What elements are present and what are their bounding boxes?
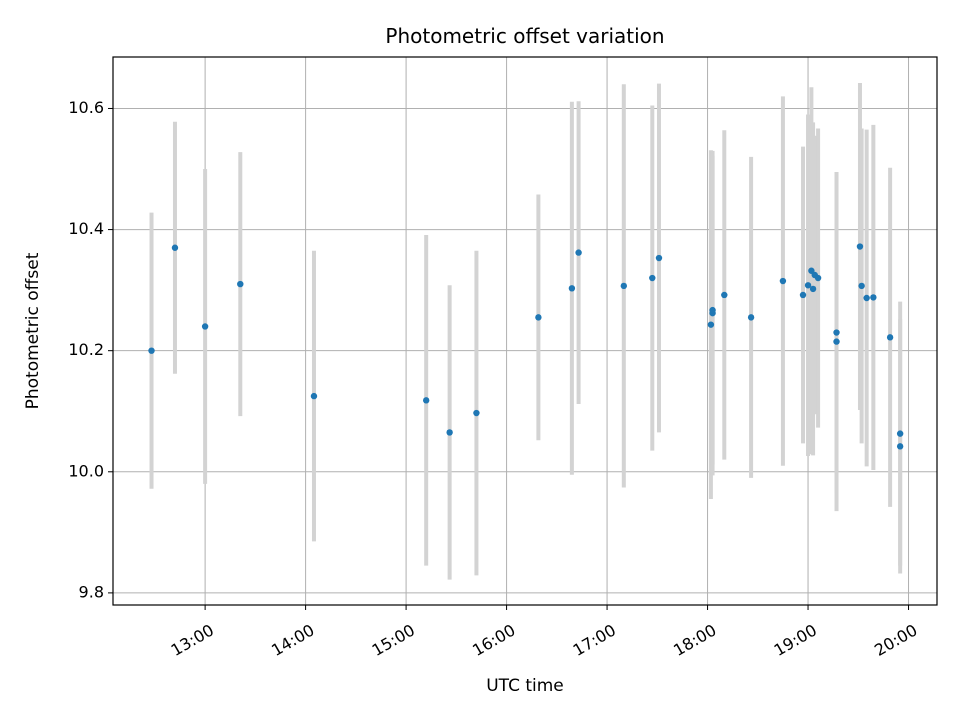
- y-tick-label: 10.4: [68, 219, 104, 238]
- data-point: [886, 334, 894, 341]
- y-tick-label: 9.8: [79, 582, 104, 601]
- data-point: [804, 282, 812, 289]
- data-point: [799, 291, 807, 299]
- data-point: [833, 338, 840, 345]
- data-point: [870, 294, 877, 301]
- y-axis-label: Photometric offset: [23, 252, 43, 409]
- data-point: [655, 254, 663, 262]
- y-tick-label: 10.0: [68, 461, 104, 480]
- x-axis-label: UTC time: [486, 676, 564, 696]
- y-tick-label: 10.2: [68, 340, 104, 359]
- data-point: [896, 443, 904, 450]
- data-point: [575, 249, 582, 256]
- data-point: [721, 291, 728, 299]
- data-point: [237, 280, 244, 288]
- data-point: [833, 329, 840, 336]
- data-point: [422, 397, 430, 404]
- y-tick-label: 10.6: [68, 98, 104, 117]
- y-axis: 9.8 10.0 10.2 10.4 10.6: [68, 98, 113, 601]
- data-point: [863, 294, 870, 302]
- data-point: [707, 321, 715, 328]
- data-point: [171, 244, 179, 251]
- data-point: [148, 347, 155, 354]
- data-point: [747, 314, 755, 321]
- data-point: [446, 429, 453, 436]
- grid: [113, 57, 937, 605]
- data-point: [535, 314, 542, 321]
- plot-frame: [112, 56, 938, 606]
- data-point: [809, 285, 817, 293]
- data-point: [814, 274, 822, 282]
- data-point: [896, 430, 904, 437]
- data-point: [568, 285, 576, 292]
- data-point: [856, 243, 864, 250]
- data-point: [310, 392, 318, 400]
- data-point: [858, 282, 865, 290]
- data-point: [709, 306, 716, 314]
- data-point: [779, 277, 787, 285]
- data-point: [649, 274, 656, 282]
- chart-title: Photometric offset variation: [385, 24, 664, 48]
- data-point: [473, 409, 480, 417]
- data-points: [148, 243, 904, 450]
- data-point: [201, 323, 209, 330]
- data-point: [620, 282, 628, 290]
